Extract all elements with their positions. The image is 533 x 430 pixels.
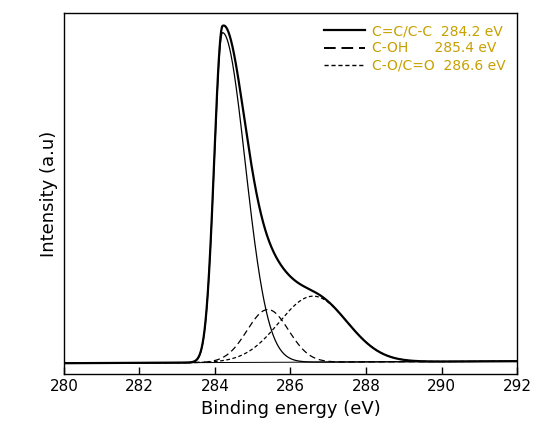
Legend: C=C/C-C  284.2 eV, C-OH      285.4 eV, C-O/C=O  286.6 eV: C=C/C-C 284.2 eV, C-OH 285.4 eV, C-O/C=O… [319, 20, 510, 77]
Y-axis label: Intensity (a.u): Intensity (a.u) [41, 130, 59, 257]
X-axis label: Binding energy (eV): Binding energy (eV) [200, 399, 381, 418]
